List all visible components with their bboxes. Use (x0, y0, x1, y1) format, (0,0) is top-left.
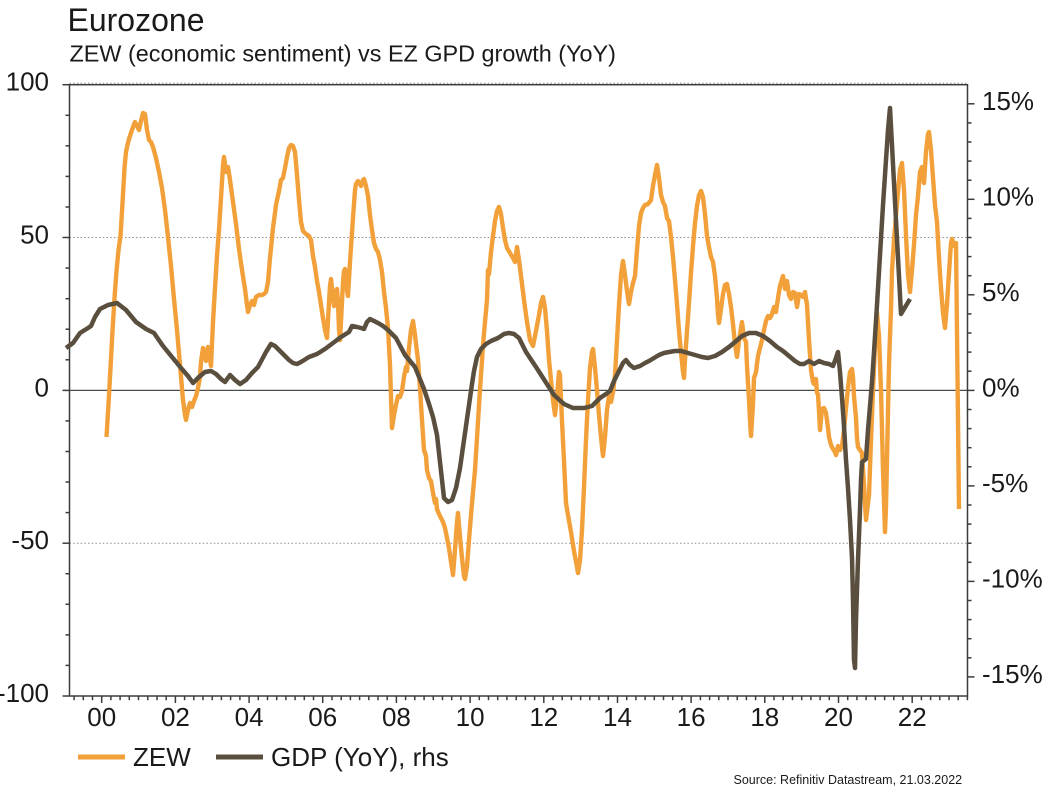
svg-text:10: 10 (456, 702, 485, 732)
svg-text:0%: 0% (982, 372, 1020, 402)
svg-text:-5%: -5% (982, 468, 1028, 498)
svg-text:20: 20 (824, 702, 853, 732)
svg-text:Eurozone: Eurozone (68, 2, 205, 38)
svg-text:02: 02 (161, 702, 190, 732)
svg-text:Source: Refinitiv Datastream,: Source: Refinitiv Datastream, 21.03.2022 (734, 773, 963, 787)
svg-text:16: 16 (677, 702, 706, 732)
svg-text:22: 22 (898, 702, 927, 732)
svg-text:100: 100 (6, 67, 49, 97)
svg-text:ZEW: ZEW (133, 742, 191, 772)
svg-text:-15%: -15% (982, 659, 1043, 689)
svg-text:50: 50 (20, 220, 49, 250)
svg-text:18: 18 (750, 702, 779, 732)
svg-text:12: 12 (529, 702, 558, 732)
svg-text:-10%: -10% (982, 563, 1043, 593)
svg-text:0: 0 (35, 372, 49, 402)
svg-text:14: 14 (603, 702, 632, 732)
svg-text:-100: -100 (0, 678, 49, 708)
svg-text:5%: 5% (982, 277, 1020, 307)
svg-text:06: 06 (308, 702, 337, 732)
svg-text:00: 00 (87, 702, 116, 732)
svg-text:-50: -50 (11, 525, 49, 555)
svg-text:15%: 15% (982, 86, 1034, 116)
svg-text:08: 08 (382, 702, 411, 732)
svg-text:GDP (YoY), rhs: GDP (YoY), rhs (271, 742, 449, 772)
svg-text:04: 04 (235, 702, 264, 732)
svg-text:10%: 10% (982, 181, 1034, 211)
svg-text:ZEW (economic sentiment) vs EZ: ZEW (economic sentiment) vs EZ GPD growt… (70, 41, 616, 67)
